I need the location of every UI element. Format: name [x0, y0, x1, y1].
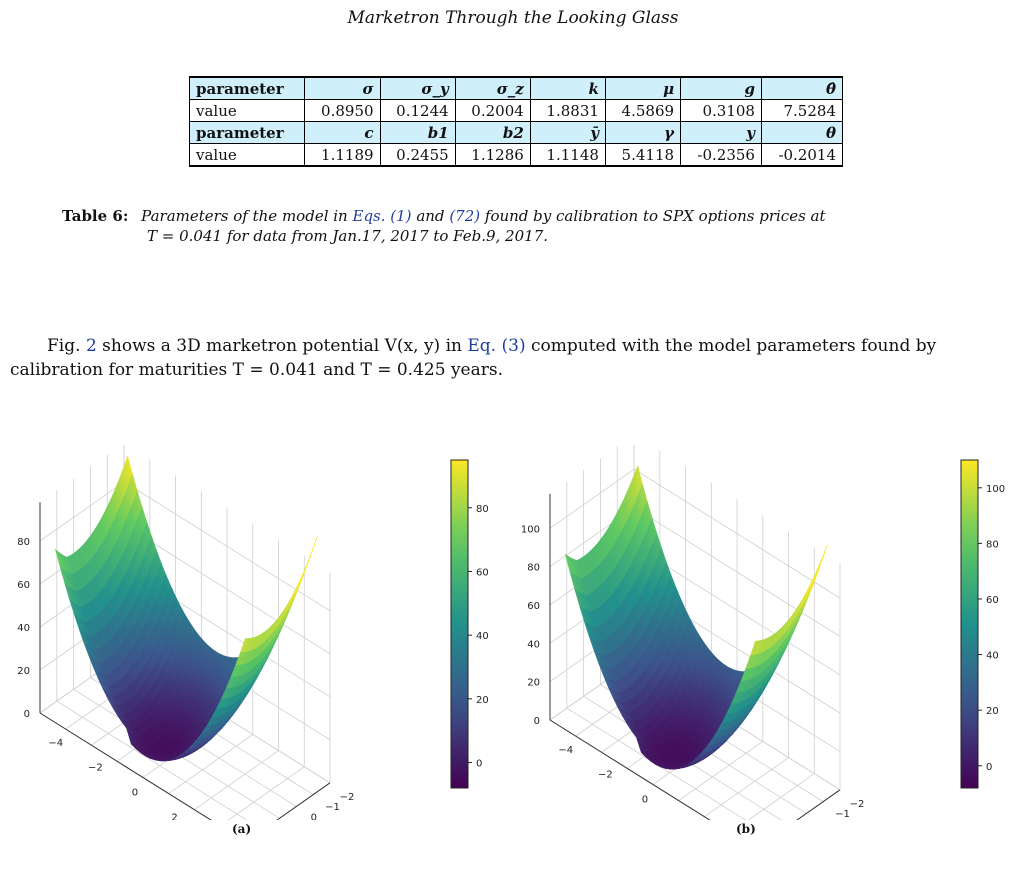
running-head: Marketron Through the Looking Glass	[347, 8, 679, 28]
eq3-link[interactable]: Eq. (3)	[467, 336, 526, 356]
colorbar-tick-label: 60	[476, 567, 489, 578]
table-cell: k	[529, 76, 606, 100]
y-axis-label: y	[151, 818, 157, 820]
table-cell: b2	[454, 121, 531, 144]
x-tick-label: −1	[325, 802, 340, 813]
body-paragraph: Fig. 2 shows a 3D marketron potential V(…	[10, 336, 937, 380]
table-cell: 1.1148	[529, 143, 606, 167]
x-tick-label: −2	[340, 792, 355, 803]
table-cell: σ_z	[454, 76, 531, 100]
y-tick-label: 2	[171, 812, 177, 820]
z-tick-label: 20	[17, 666, 30, 677]
caption-label: Table 6:	[62, 207, 129, 225]
table-header-row: parameter c b1 b2 ȳ γ y θ	[188, 121, 844, 144]
table-cell: ȳ	[529, 121, 606, 144]
table-cell: θ	[760, 121, 844, 144]
colorbar: 0 20 40 60 80	[450, 459, 489, 789]
table-cell: value	[188, 99, 306, 122]
table-cell: 0.2455	[379, 143, 456, 167]
table-caption: Table 6: Parameters of the model in Eqs.…	[62, 206, 992, 246]
table-cell: σ_y	[379, 76, 456, 100]
table-cell: g	[680, 76, 762, 100]
surface-facet	[240, 638, 247, 653]
table-header-row: parameter σ σ_y σ_z k μ g θ̂	[188, 76, 844, 100]
table-cell: 0.2004	[454, 99, 531, 122]
table-cell: parameter	[188, 76, 306, 100]
table-value-row: value 0.8950 0.1244 0.2004 1.8831 4.5869 0.310…	[188, 99, 844, 122]
x-tick-label: 0	[311, 812, 317, 820]
potential-surface	[564, 464, 828, 770]
colorbar-tick-label: 40	[476, 631, 489, 642]
z-tick-label: 80	[17, 537, 30, 548]
z-tick-label: 0	[24, 709, 30, 720]
z-tick-label: 60	[17, 580, 30, 591]
table-cell: parameter	[188, 121, 306, 144]
eq72-link[interactable]: (72)	[449, 207, 481, 225]
table-cell: 1.8831	[529, 99, 606, 122]
table-cell: 0.3108	[680, 99, 762, 122]
potential-surface	[54, 455, 318, 762]
table-cell: 0.8950	[304, 99, 381, 122]
table-value-row: value 1.1189 0.2455 1.1286 1.1148 5.4118 -0.23…	[188, 143, 844, 167]
table-cell: b1	[379, 121, 456, 144]
y-tick-label: 0	[132, 787, 138, 798]
table-cell: 1.1189	[304, 143, 381, 167]
table-cell: c	[304, 121, 381, 144]
table-cell: γ	[604, 121, 682, 144]
table-cell: value	[188, 143, 306, 167]
table-cell: 7.5284	[760, 99, 844, 122]
table-cell: 1.1286	[454, 143, 531, 167]
y-tick-label: −2	[88, 763, 103, 774]
table-cell: 4.5869	[604, 99, 682, 122]
table-cell: y	[680, 121, 762, 144]
table-cell: -0.2356	[680, 143, 762, 167]
table-cell: 5.4118	[604, 143, 682, 167]
colorbar-tick-label: 20	[476, 695, 489, 706]
table-cell: -0.2014	[760, 143, 844, 167]
colorbar-tick-label: 80	[476, 504, 489, 515]
fig-link[interactable]: 2	[85, 336, 97, 356]
table-cell: μ	[604, 76, 682, 100]
parameters-table: parameter σ σ_y σ_z k μ g θ̂ value 0.8950 0.1244 0.…	[188, 76, 844, 167]
table-cell: θ̂	[760, 76, 844, 100]
y-tick-label: −4	[48, 738, 63, 749]
surface-plot-b: 020406080100−4−2024−2−10123yx02040608010…	[521, 445, 1005, 820]
z-tick-label: 40	[17, 623, 30, 634]
table-cell: 0.1244	[379, 99, 456, 122]
table-cell: σ	[304, 76, 381, 100]
caption-line2: T = 0.041 for data from Jan.17, 2017 to …	[147, 227, 549, 245]
eqs-link[interactable]: Eqs. (1)	[352, 207, 412, 225]
colorbar-tick-label: 0	[476, 759, 482, 770]
